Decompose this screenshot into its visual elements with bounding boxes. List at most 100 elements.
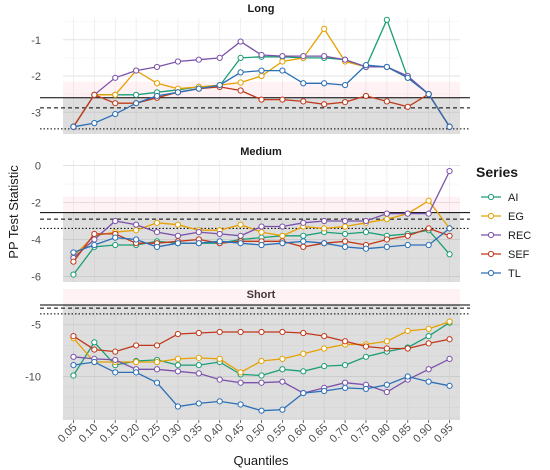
x-axis-title: Quantiles [234, 453, 289, 468]
near-critical-shade [63, 289, 460, 306]
data-point [341, 384, 349, 391]
data-point [279, 355, 286, 362]
x-tick-label: 0.60 [286, 422, 310, 446]
data-point [70, 249, 77, 256]
data-point [133, 342, 140, 349]
data-point [383, 98, 390, 105]
x-tick-label: 0.80 [369, 422, 393, 446]
data-point [446, 167, 453, 175]
legend-item-tl: TL [481, 268, 521, 280]
data-point [258, 72, 265, 80]
data-point [112, 217, 119, 225]
x-tick-label: 0.15 [98, 422, 122, 446]
data-point [258, 379, 265, 386]
panel-title: Long [248, 3, 275, 15]
data-point [425, 333, 432, 340]
series-tl [70, 62, 453, 130]
data-point [404, 327, 411, 335]
data-point [112, 100, 119, 107]
data-point [425, 91, 432, 98]
data-point [341, 243, 349, 250]
data-point [404, 103, 411, 110]
data-point [112, 356, 119, 364]
data-point [300, 389, 307, 397]
data-point [153, 358, 161, 366]
data-point [279, 240, 286, 247]
data-point [300, 238, 307, 245]
data-point [237, 369, 244, 376]
data-point [70, 271, 77, 278]
legend-item-ai: AI [481, 192, 518, 204]
data-point [258, 228, 265, 236]
data-point [216, 238, 223, 245]
data-point [153, 366, 161, 373]
data-point [258, 223, 265, 230]
data-point [153, 219, 161, 226]
data-point [174, 89, 182, 96]
data-point [279, 223, 286, 230]
x-tick-label: 0.05 [56, 422, 80, 446]
data-point [174, 403, 182, 410]
data-point [237, 401, 244, 408]
data-point [404, 74, 411, 81]
legend-label: TL [508, 268, 521, 280]
data-point [404, 241, 411, 249]
y-tick-label: -1 [31, 35, 41, 47]
data-point [279, 232, 286, 239]
grid [63, 303, 460, 420]
legend: Series AI EG REC SEF TL [476, 164, 531, 280]
data-point [216, 398, 223, 405]
near-critical-shade [63, 81, 460, 98]
data-point [404, 210, 411, 217]
data-point [112, 348, 119, 355]
data-point [321, 240, 328, 247]
x-tick-label: 0.10 [77, 422, 101, 446]
data-point [425, 366, 432, 373]
data-point [195, 228, 202, 236]
data-point [258, 51, 265, 59]
data-point [133, 221, 140, 228]
x-tick-label: 0.70 [328, 422, 352, 446]
x-tick-label: 0.85 [390, 422, 414, 446]
data-point [341, 223, 349, 230]
series-sef [70, 328, 453, 355]
data-point [195, 370, 202, 377]
data-point [383, 236, 390, 243]
data-point [112, 74, 119, 81]
legend-swatch-point [487, 231, 495, 239]
data-point [70, 123, 77, 130]
data-point [237, 79, 244, 86]
data-point [174, 240, 182, 247]
data-point [153, 342, 161, 349]
y-tick-label: -3 [31, 107, 41, 119]
legend-item-eg: EG [481, 211, 524, 223]
data-point [258, 241, 265, 249]
data-point [300, 368, 307, 375]
data-point [70, 333, 77, 340]
data-point [237, 328, 244, 336]
data-point [133, 358, 140, 366]
data-point [383, 345, 390, 352]
data-point [237, 54, 244, 61]
data-point [91, 346, 98, 353]
data-point [237, 69, 244, 76]
data-point [341, 99, 349, 106]
data-point [446, 382, 453, 389]
data-point [279, 378, 286, 385]
data-point [425, 241, 432, 249]
data-point [258, 96, 265, 103]
data-point [91, 339, 98, 346]
x-tick-label: 0.45 [223, 422, 247, 446]
x-tick-label: 0.75 [348, 422, 372, 446]
x-tick-label: 0.40 [202, 422, 226, 446]
data-point [237, 87, 244, 94]
data-point [112, 241, 119, 249]
data-point [237, 38, 244, 45]
legend-title: Series [476, 164, 518, 180]
data-point [446, 355, 453, 362]
data-point [153, 243, 161, 250]
x-axis: 0.050.100.150.200.250.300.350.400.450.50… [56, 420, 456, 445]
data-point [300, 350, 307, 357]
data-point [70, 258, 77, 265]
y-tick-label: -2 [31, 71, 41, 83]
